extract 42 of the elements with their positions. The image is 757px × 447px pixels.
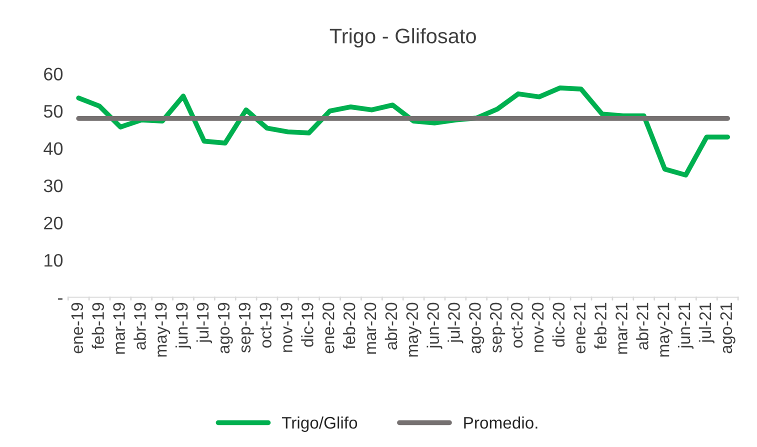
y-tick-label: 50 — [44, 104, 63, 118]
y-tick-label: 20 — [44, 216, 63, 230]
x-tick-label: oct-20 — [510, 302, 523, 348]
x-tick-label: dic-20 — [552, 302, 565, 347]
y-tick-label: 40 — [44, 142, 63, 155]
y-tick-label: 30 — [44, 179, 63, 192]
x-tick-label: ene-21 — [574, 302, 586, 354]
x-tick-label: ene-20 — [322, 302, 334, 354]
x-tick-label: abr-19 — [134, 302, 146, 350]
y-tick-label: - — [58, 298, 62, 300]
x-tick-label: dic-19 — [301, 302, 314, 347]
legend-label: Trigo/Glifo — [282, 416, 358, 432]
x-tick-label: jul-19 — [196, 302, 212, 344]
x-tick-label: ago-20 — [469, 302, 484, 354]
x-tick-label: mar-19 — [113, 302, 125, 354]
x-tick-label: mar-21 — [616, 302, 628, 354]
x-tick-label: abr-20 — [384, 302, 398, 350]
x-tick-label: jun-20 — [426, 302, 442, 349]
x-tick-label: ene-19 — [71, 302, 84, 354]
legend-label: Promedio. — [464, 416, 538, 429]
x-tick-label: may-19 — [155, 302, 170, 357]
x-tick-label: feb-20 — [342, 302, 356, 350]
x-tick-label: nov-20 — [532, 302, 544, 352]
x-tick-label: oct-19 — [260, 302, 272, 348]
x-tick-label: feb-21 — [594, 302, 606, 350]
chart-title: Trigo - Glifosato — [330, 28, 476, 48]
x-tick-label: nov-19 — [280, 302, 292, 352]
x-tick-label: jun-19 — [176, 302, 192, 349]
x-tick-label: sep-19 — [238, 302, 254, 353]
x-tick-label: may-20 — [406, 302, 422, 357]
x-tick-label: ago-19 — [218, 302, 233, 354]
x-tick-label: jun-21 — [678, 302, 694, 349]
x-tick-label: mar-20 — [364, 302, 376, 354]
x-tick-label: may-21 — [657, 302, 673, 357]
x-tick-label: feb-19 — [92, 302, 104, 350]
x-tick-label: sep-20 — [490, 302, 506, 353]
x-tick-label: jul-21 — [698, 302, 714, 344]
x-tick-label: abr-21 — [636, 302, 648, 350]
y-tick-label: 60 — [44, 68, 63, 80]
x-tick-label: jul-20 — [448, 302, 464, 344]
y-tick-label: 10 — [44, 254, 63, 267]
x-tick-label: ago-21 — [720, 302, 736, 354]
